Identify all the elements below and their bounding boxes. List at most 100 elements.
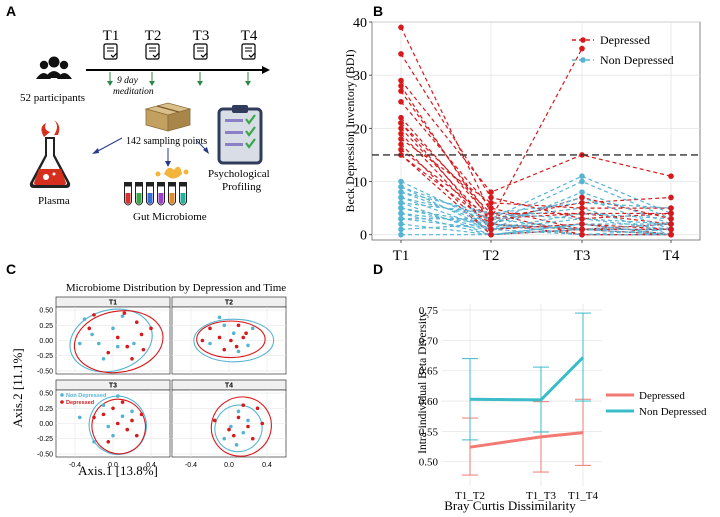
data-point-c <box>120 414 125 418</box>
data-point-c <box>125 427 130 432</box>
data-point-b <box>668 210 674 217</box>
data-point-b <box>579 173 585 179</box>
data-point-c <box>77 415 82 420</box>
data-point-b <box>579 178 585 185</box>
confidence-ellipse <box>193 318 275 363</box>
data-point-c <box>90 332 94 337</box>
data-point-c <box>115 335 120 340</box>
xtick-label-c: -0.4 <box>69 462 81 469</box>
meditation-label-line2: meditation <box>113 87 154 97</box>
data-point-c <box>236 323 241 328</box>
data-point-c <box>122 311 127 315</box>
ytick-label-c: 0.00 <box>39 338 53 345</box>
data-point-c <box>120 400 125 404</box>
data-point-c <box>212 418 217 423</box>
data-point-c <box>132 341 136 346</box>
ytick-label-c: -0.25 <box>37 436 53 443</box>
series-line-b-21 <box>400 196 672 230</box>
data-point-c <box>234 344 239 349</box>
data-point-b <box>579 226 585 233</box>
data-point-b <box>398 221 404 227</box>
test-tube-liquid <box>125 193 131 204</box>
timepoint-arrowhead-icon <box>107 81 113 86</box>
data-point-b <box>579 231 585 238</box>
data-point-b <box>398 51 404 57</box>
data-point-c <box>134 320 139 325</box>
data-point-b <box>488 210 494 217</box>
data-point-c <box>149 326 153 331</box>
data-point-b <box>488 215 494 222</box>
data-point-b <box>398 199 404 206</box>
data-point-b <box>398 226 404 233</box>
data-point-b <box>398 125 404 132</box>
data-point-b <box>668 231 674 238</box>
data-point-c <box>77 341 82 346</box>
data-point-b <box>398 210 404 217</box>
test-tube-liquid <box>169 193 175 204</box>
data-point-b <box>398 88 404 94</box>
data-point-c <box>222 347 227 352</box>
data-point-c <box>82 317 87 321</box>
sampling-label: 142 sampling points <box>126 136 207 147</box>
data-point-b <box>488 226 494 233</box>
data-point-c <box>217 315 222 320</box>
data-point-c <box>231 433 236 438</box>
confidence-ellipse <box>214 404 263 453</box>
panel-label-a: A <box>6 3 16 19</box>
legend-label-b: Depressed <box>600 33 650 47</box>
data-point-c <box>208 326 212 331</box>
test-tube-cap <box>179 182 187 186</box>
data-point-c <box>92 439 96 444</box>
legend-label-b: Non Depressed <box>600 53 674 67</box>
data-point-c <box>115 394 120 398</box>
ytick-label-b: 0 <box>360 229 367 244</box>
data-point-c <box>96 341 101 346</box>
data-point-c <box>227 427 231 432</box>
panel-b-bdi-chart: B 0 10 20 30 40 T1 T2 T3 T4 Beck Depression Inv… <box>343 3 701 264</box>
panel-label-c: C <box>6 261 16 277</box>
data-point-b <box>398 114 404 121</box>
data-point-c <box>101 412 106 417</box>
ytick-label-c: 0.50 <box>39 308 53 315</box>
data-point-c <box>241 403 246 408</box>
participants-label: 52 participants <box>20 92 85 104</box>
timepoint-label-t3: T3 <box>193 28 210 44</box>
xtick-label-c: 0.0 <box>108 462 118 469</box>
ylabel-c: Axis.2 [11.1%] <box>10 348 25 427</box>
xtick-label-c: -0.4 <box>185 462 197 469</box>
data-point-b <box>668 194 674 201</box>
legend-label-d: Non Depressed <box>639 406 707 418</box>
ytick-label-d: 0.70 <box>419 335 439 347</box>
data-point-c <box>234 443 239 447</box>
test-tubes-icon <box>124 166 189 206</box>
series-line-b-2 <box>400 80 672 193</box>
series-line-b-13 <box>400 149 671 220</box>
document-icon <box>193 43 208 60</box>
series-line-b-20 <box>400 191 672 230</box>
data-point-b <box>398 146 404 153</box>
data-point-b <box>398 24 404 31</box>
ytick-label-b: 30 <box>353 69 367 84</box>
data-point-c <box>208 341 212 346</box>
ytick-label-c: -0.25 <box>37 353 53 360</box>
series-line-b-29 <box>401 218 672 230</box>
data-point-c <box>246 424 250 429</box>
data-point-c <box>229 424 233 429</box>
data-point-c <box>244 331 248 335</box>
data-point-b <box>579 189 585 195</box>
data-point-b <box>398 77 404 84</box>
legend-label-c: Non Depressed <box>66 393 106 399</box>
document-icon-check <box>248 52 256 58</box>
xtick-label-c: 0.0 <box>224 462 234 469</box>
legend-marker-c <box>60 400 64 404</box>
data-point-c <box>106 424 111 429</box>
arrowhead-plasma-icon <box>92 148 99 154</box>
test-tube-cap <box>146 182 154 186</box>
data-point-b <box>398 136 404 142</box>
data-point-c <box>241 430 246 435</box>
data-point-c <box>87 326 92 331</box>
panel-c-ordination-chart: C Microbiome Distribution by Depression … <box>6 261 287 478</box>
test-tube-cap <box>135 182 143 186</box>
xtick-label-b: T1 <box>393 248 410 264</box>
ytick-label-b: 40 <box>353 16 367 31</box>
